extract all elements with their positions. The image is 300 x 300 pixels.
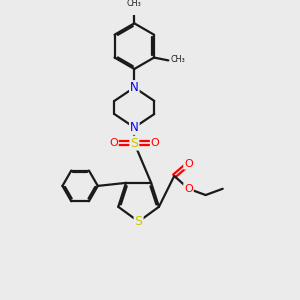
Text: O: O bbox=[151, 138, 160, 148]
Text: CH₃: CH₃ bbox=[171, 55, 185, 64]
Text: S: S bbox=[130, 136, 138, 150]
Text: O: O bbox=[184, 184, 193, 194]
Text: S: S bbox=[135, 215, 142, 228]
Text: N: N bbox=[130, 121, 139, 134]
Text: O: O bbox=[109, 138, 118, 148]
Text: O: O bbox=[184, 159, 193, 169]
Text: CH₃: CH₃ bbox=[127, 0, 142, 8]
Text: N: N bbox=[130, 81, 139, 94]
